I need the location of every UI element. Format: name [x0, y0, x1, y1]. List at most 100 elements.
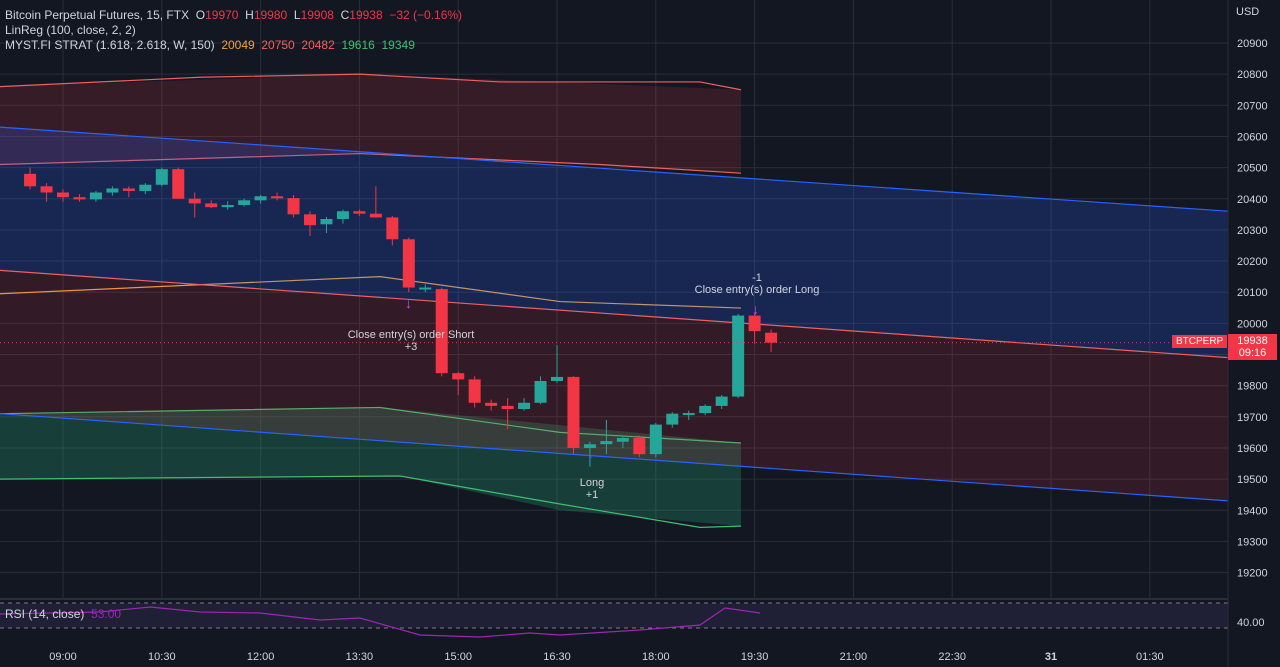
price-tick-label: 20500 — [1237, 163, 1268, 175]
close-label: C — [340, 8, 350, 22]
linreg-upper-fill — [0, 127, 1228, 358]
myst-value-1: 20049 — [221, 38, 255, 52]
last-price-tag: 19938 09:16 — [1228, 334, 1277, 360]
candle-body — [40, 186, 53, 193]
candle-body — [336, 211, 349, 219]
candle-body — [304, 214, 316, 226]
long-close-qty: -1 — [752, 272, 762, 284]
time-tick-label: 15:00 — [444, 651, 472, 663]
candle-body — [732, 315, 745, 397]
candle-body — [468, 379, 481, 403]
candle-body — [419, 287, 432, 290]
rsi-pane — [0, 598, 1228, 638]
high-value: 19980 — [253, 8, 288, 22]
rsi-tick-label: 40.00 — [1237, 617, 1265, 629]
short-close-annotation: Close entry(s) order Short +3 — [336, 329, 486, 353]
candle-body — [271, 196, 284, 199]
candle-body — [583, 444, 596, 448]
time-tick-label: 13:30 — [346, 651, 374, 663]
price-tick-label: 19800 — [1237, 381, 1268, 393]
high-label: H — [245, 8, 254, 22]
linreg-legend: LinReg (100, close, 2, 2) — [5, 23, 136, 38]
candle-body — [699, 405, 712, 414]
candle-series — [24, 167, 778, 467]
chart-grid — [0, 0, 1228, 598]
band-r1-line — [0, 152, 742, 174]
open-value: 19970 — [205, 8, 239, 22]
long-entry-annotation: Long +1 — [567, 477, 617, 501]
change-value: −32 (−0.16%) — [389, 8, 463, 22]
price-tick-label: 20000 — [1237, 318, 1268, 330]
linreg-mid — [0, 269, 1229, 359]
candle-body — [666, 413, 679, 425]
band-s2-line — [0, 475, 742, 528]
price-tick-label: 19600 — [1237, 443, 1268, 455]
low-label: L — [293, 8, 301, 22]
linreg-label: LinReg (100, close, 2, 2) — [5, 23, 136, 37]
candle-body — [386, 217, 399, 240]
myst-value-3: 20482 — [301, 38, 335, 52]
time-tick-label: 19:30 — [741, 651, 769, 663]
short-close-label: Close entry(s) order Short — [347, 329, 475, 341]
candle-body — [501, 405, 514, 410]
time-tick-label: 12:00 — [247, 651, 275, 663]
candle-body — [57, 192, 69, 198]
candle-body — [616, 437, 629, 442]
candle-body — [600, 441, 613, 445]
price-tick-label: 19400 — [1237, 505, 1268, 517]
trade-markers: ↓ ↑ ↓ — [405, 295, 759, 467]
myst-value-5: 19349 — [381, 38, 415, 52]
candle-body — [188, 198, 201, 204]
price-tick-label: 20900 — [1237, 38, 1268, 50]
price-tick-label: 20200 — [1237, 256, 1268, 268]
price-tick-label: 20700 — [1237, 100, 1268, 112]
long-entry-arrow-icon: ↑ — [587, 451, 594, 467]
candle-body — [155, 169, 168, 185]
long-close-annotation: -1 Close entry(s) order Long — [682, 272, 832, 296]
candle-body — [534, 380, 547, 403]
time-tick-label: 16:30 — [543, 651, 571, 663]
candle-body — [567, 376, 580, 448]
candle-body — [649, 424, 662, 455]
myst-value-4: 19616 — [341, 38, 375, 52]
candle-body — [89, 192, 102, 200]
symbol-name: Bitcoin Perpetual Futures, 15, FTX — [5, 8, 190, 22]
candle-body — [205, 203, 218, 208]
price-tick-label: 20600 — [1237, 131, 1268, 143]
low-value: 19908 — [300, 8, 334, 22]
candle-body — [485, 402, 498, 406]
time-tick-label: 09:00 — [49, 651, 77, 663]
bar-countdown: 09:16 — [1238, 347, 1267, 359]
candle-body — [748, 315, 761, 332]
candle-body — [402, 239, 415, 288]
time-tick-label: 10:30 — [148, 651, 176, 663]
band-r2-fill — [0, 74, 741, 174]
band-r2-line — [0, 73, 742, 91]
candle-body — [369, 213, 382, 218]
time-tick-label: 22:30 — [938, 651, 966, 663]
time-tick-label: 01:30 — [1136, 651, 1164, 663]
price-tick-label: 19500 — [1237, 474, 1268, 486]
candle-body — [452, 373, 465, 380]
candle-body — [435, 289, 448, 374]
symbol-price-tag: BTCPERP — [1172, 335, 1228, 348]
price-tick-label: 20300 — [1237, 225, 1268, 237]
linreg-upper — [0, 126, 1229, 212]
linreg-lower — [0, 413, 1229, 502]
candle-body — [682, 413, 695, 416]
candle-body — [765, 332, 778, 343]
candle-body — [715, 396, 728, 406]
myst-value-2: 20750 — [261, 38, 295, 52]
candle-body — [172, 169, 185, 199]
candle-body — [73, 197, 86, 200]
currency-label[interactable]: USD — [1236, 6, 1260, 18]
short-close-arrow-icon: ↓ — [405, 295, 412, 311]
candle-body — [238, 200, 251, 205]
price-tick-label: 19200 — [1237, 568, 1268, 580]
rsi-legend: RSI (14, close) 53.00 — [5, 607, 121, 621]
myst-legend: MYST.FI STRAT (1.618, 2.618, W, 150) 200… — [5, 38, 415, 53]
price-tick-label: 19700 — [1237, 412, 1268, 424]
long-entry-label: Long — [579, 477, 605, 489]
